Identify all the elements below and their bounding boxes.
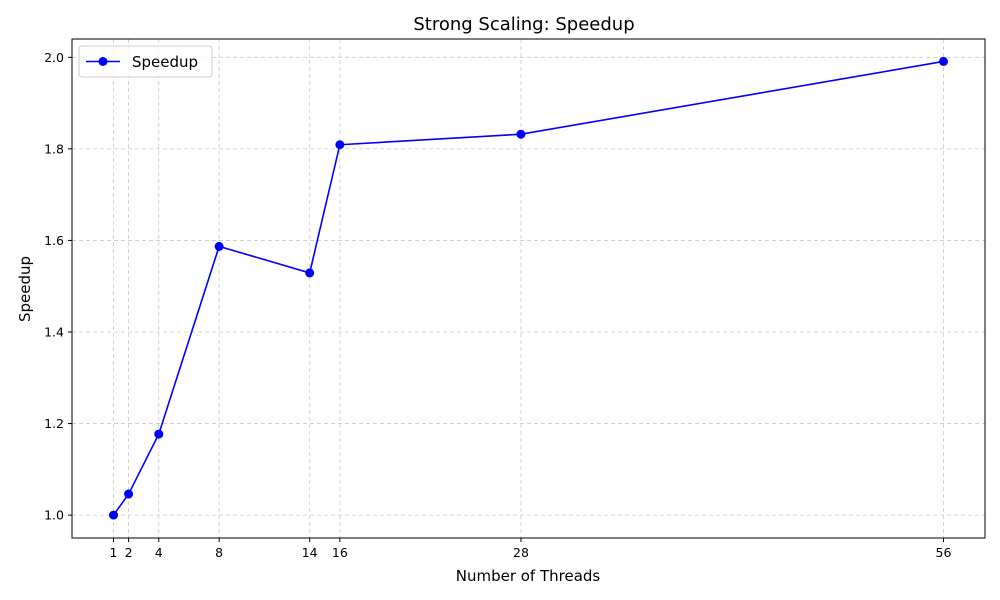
- y-tick-label: 1.8: [44, 141, 64, 156]
- data-point: [214, 241, 224, 251]
- grid-lines: [72, 39, 985, 538]
- x-axis-label: Number of Threads: [456, 567, 601, 585]
- legend-box: [78, 45, 213, 78]
- y-axis-ticks: 1.0 1.2 1.4 1.6 1.8 2.0: [44, 50, 72, 523]
- y-axis-label: Speedup: [16, 256, 34, 322]
- y-tick-label: 1.6: [44, 233, 64, 248]
- x-tick-label: 2: [125, 545, 133, 560]
- x-tick-label: 56: [936, 545, 952, 560]
- chart-title: Strong Scaling: Speedup: [413, 14, 634, 35]
- y-tick-label: 2.0: [44, 50, 64, 65]
- x-tick-label: 16: [332, 545, 348, 560]
- legend-label: Speedup: [132, 53, 198, 71]
- data-point: [305, 268, 315, 278]
- data-point: [516, 129, 526, 139]
- data-point: [154, 429, 164, 439]
- data-point: [124, 489, 134, 499]
- x-tick-label: 28: [513, 545, 529, 560]
- x-tick-label: 4: [155, 545, 163, 560]
- data-point: [335, 140, 345, 150]
- y-tick-label: 1.0: [44, 508, 64, 523]
- x-axis-ticks: 1 2 4 8 14 16 28 56: [110, 538, 952, 560]
- data-point: [109, 510, 118, 520]
- data-point: [939, 56, 948, 66]
- x-tick-label: 1: [110, 545, 118, 560]
- y-tick-label: 1.2: [44, 416, 64, 431]
- y-tick-label: 1.4: [44, 324, 64, 339]
- x-tick-label: 14: [302, 545, 318, 560]
- legend: Speedup: [78, 45, 213, 78]
- x-tick-label: 8: [215, 545, 223, 560]
- legend-marker-sample: [98, 57, 108, 66]
- series-layer: [109, 56, 948, 520]
- series-line: [112, 60, 944, 516]
- plot-frame: [71, 38, 986, 539]
